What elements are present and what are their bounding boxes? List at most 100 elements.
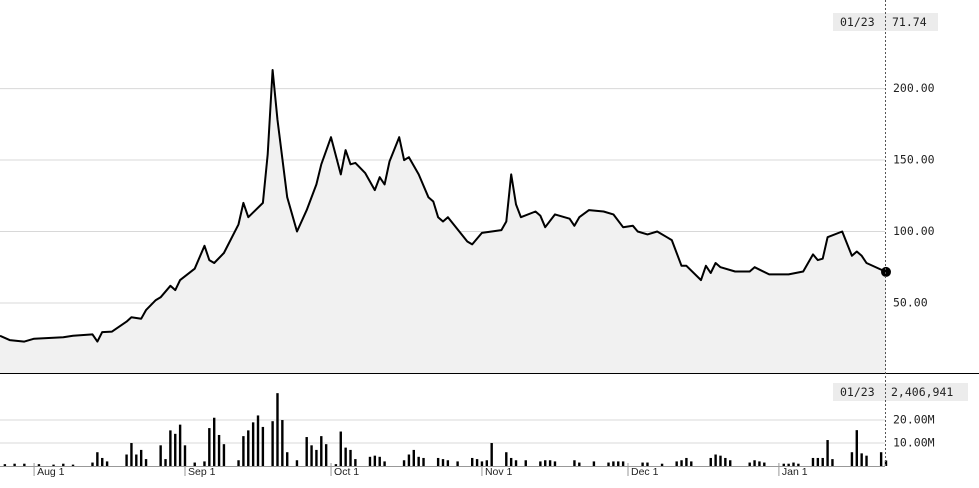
volume-bar <box>680 460 683 466</box>
volume-bar <box>383 461 386 466</box>
y-tick-label: 10.00M <box>893 436 935 450</box>
volume-bar <box>480 461 484 466</box>
volume-bar <box>125 454 128 466</box>
volume-bar <box>178 424 182 466</box>
volume-bar <box>729 460 732 466</box>
volume-bar <box>617 461 620 466</box>
volume-bar <box>792 462 795 466</box>
x-tick-label: Dec 1 <box>631 466 659 478</box>
readout-date: 01/23 <box>840 15 875 29</box>
volume-bar <box>879 452 883 466</box>
x-tick-label: Jan 1 <box>782 466 808 478</box>
volume-bar <box>539 461 542 466</box>
volume-bar <box>286 452 289 466</box>
volume-bar <box>276 393 279 466</box>
volume-bar <box>641 462 644 466</box>
volume-bar <box>242 436 245 466</box>
volume-bar <box>247 430 250 466</box>
volume-bar <box>105 461 109 466</box>
volume-bar <box>315 449 318 466</box>
volume-bar <box>675 461 678 466</box>
volume-bar <box>320 436 323 466</box>
volume-bar <box>821 457 824 466</box>
volume-bar <box>490 443 493 466</box>
volume-bar <box>475 459 479 466</box>
volume-bar <box>271 421 274 466</box>
volume-bar <box>101 457 104 466</box>
y-tick-label: 100.00 <box>893 224 935 238</box>
volume-bar <box>23 463 26 466</box>
readout-value: 2,406,941 <box>891 385 953 399</box>
volume-bar <box>13 463 16 466</box>
volume-bar <box>709 457 712 466</box>
volume-bar <box>544 460 547 466</box>
volume-bar <box>310 445 313 466</box>
volume-bar <box>441 459 445 466</box>
volume-bar <box>344 447 347 466</box>
volume-bar <box>826 440 829 466</box>
volume-bar <box>850 452 854 466</box>
volume-bar <box>174 433 177 466</box>
volume-bar <box>164 459 167 466</box>
volume-bar <box>96 452 99 466</box>
volume-bar <box>417 456 420 466</box>
volume-bar <box>324 444 328 466</box>
volume-bar <box>860 453 863 466</box>
volume-bar <box>354 459 357 466</box>
volume-bar <box>130 443 133 466</box>
y-tick-label: 20.00M <box>893 413 935 427</box>
volume-bar <box>281 420 284 466</box>
volume-bar <box>91 462 94 466</box>
volume-bar <box>144 459 148 466</box>
volume-bar <box>251 422 255 466</box>
volume-bar <box>378 456 381 466</box>
volume-bar <box>368 456 372 466</box>
volume-bar <box>52 464 55 466</box>
volume-bar <box>422 457 425 466</box>
volume-bar <box>831 459 834 466</box>
volume-bar <box>660 463 664 466</box>
volume-bar <box>339 431 342 466</box>
volume-bar <box>139 449 143 466</box>
y-tick-label: 200.00 <box>893 81 935 95</box>
volume-bar <box>256 415 260 466</box>
x-tick-label: Aug 1 <box>37 466 65 478</box>
volume-bar <box>514 460 518 466</box>
volume-bar <box>782 463 785 466</box>
volume-bar <box>690 461 693 466</box>
volume-bar <box>71 464 75 466</box>
volume-bar <box>446 460 450 466</box>
volume-bar <box>159 445 162 466</box>
volume-bar <box>553 461 557 466</box>
volume-bar <box>573 460 576 466</box>
volume-bar <box>402 460 406 466</box>
volume-bar <box>592 461 596 466</box>
volume-bar <box>748 462 751 466</box>
volume-bar <box>524 460 527 466</box>
volume-bar <box>505 452 508 466</box>
x-tick-label: Nov 1 <box>485 466 513 478</box>
volume-bar <box>509 457 513 466</box>
volume-bar <box>222 444 226 466</box>
readout-value: 71.74 <box>892 15 927 29</box>
price-line <box>0 69 887 343</box>
x-tick-label: Oct 1 <box>334 466 359 478</box>
volume-bar <box>787 463 790 466</box>
volume-bar <box>485 460 489 466</box>
y-tick-label: 150.00 <box>893 153 935 167</box>
volume-bar <box>471 457 474 466</box>
volume-bar <box>724 457 727 466</box>
volume-bar <box>763 462 766 466</box>
volume-bar <box>865 455 868 466</box>
volume-bar <box>169 430 172 466</box>
volume-bar <box>237 460 240 466</box>
volume-bar <box>855 430 858 466</box>
volume-bar <box>548 460 552 466</box>
volume-bar <box>208 428 211 466</box>
volume-bar <box>607 462 610 466</box>
volume-bar <box>685 457 688 466</box>
last-point <box>881 266 891 277</box>
volume-bar <box>758 461 761 466</box>
readout-box <box>833 383 968 401</box>
